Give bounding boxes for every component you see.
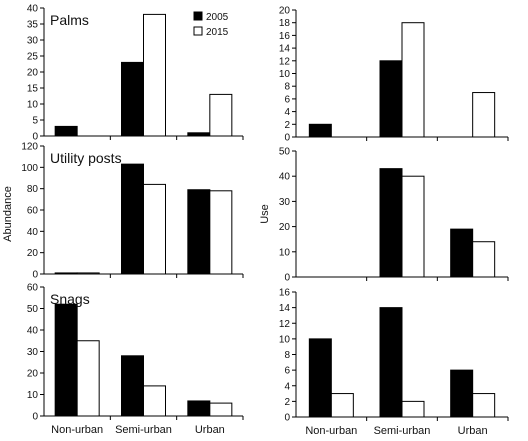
middle-right-y-tick-label: 10 (279, 247, 291, 258)
bottom-left-y-tick-label: 50 (27, 304, 39, 315)
top-left-bar-2005 (121, 61, 144, 137)
middle-left-y-tick-label: 20 (27, 248, 39, 259)
bottom-right-x-category-label: Urban (458, 425, 488, 437)
middle-right-bar-2005 (379, 168, 403, 278)
bottom-right-y-tick-label: 12 (279, 319, 291, 330)
bottom-right-bar-2005 (379, 307, 403, 418)
top-left-y-tick-label: 20 (27, 68, 39, 79)
bottom-left-bar-2005 (187, 400, 211, 417)
top-left-y-tick-label: 15 (27, 84, 39, 95)
top-right-y-tick-label: 12 (279, 56, 291, 67)
top-right-bar-2005 (379, 60, 403, 138)
legend-swatch-2005 (193, 11, 203, 21)
bottom-right-bar-2015 (472, 393, 496, 418)
top-left-y-tick-label: 30 (27, 36, 39, 47)
bottom-right-y-tick-label: 4 (284, 381, 290, 392)
top-left-bar-2015 (209, 93, 233, 137)
top-right-y-tick-label: 4 (284, 107, 290, 118)
bottom-right-y-tick-label: 2 (284, 397, 290, 408)
middle-right-bar-2005 (450, 228, 474, 278)
bottom-right-y-tick-label: 14 (279, 303, 291, 314)
bottom-right-bar-2015 (330, 393, 354, 418)
legend-label-2005: 2005 (206, 12, 229, 23)
bottom-right-y-tick-label: 16 (279, 288, 291, 299)
legend-swatch-2015 (193, 26, 203, 36)
bottom-left-y-tick-label: 40 (27, 326, 39, 337)
top-right-y-tick-label: 10 (279, 69, 291, 80)
middle-left-bar-2015 (143, 183, 166, 275)
top-left-y-tick-label: 5 (32, 116, 38, 127)
middle-right-bar-2015 (472, 241, 496, 278)
top-right-y-tick-label: 0 (284, 133, 290, 144)
bottom-right-x-category-label: Non-urban (305, 425, 357, 437)
middle-left-title: Utility posts (50, 150, 122, 166)
bottom-right-y-tick-label: 8 (284, 350, 290, 361)
top-right-bar-2015 (472, 92, 496, 138)
abundance-axis-label: Abundance (2, 186, 14, 242)
middle-right-bar-2015 (401, 175, 425, 278)
middle-left-y-tick-label: 80 (27, 184, 39, 195)
middle-right-y-tick-label: 20 (279, 222, 291, 233)
bottom-left-x-category-label: Semi-urban (115, 424, 172, 436)
bottom-right-y-tick-label: 10 (279, 334, 291, 345)
top-right-y-tick-label: 14 (279, 44, 291, 55)
top-left-title: Palms (50, 12, 89, 28)
bottom-right-y-tick-label: 6 (284, 366, 290, 377)
middle-right-y-tick-label: 50 (279, 147, 291, 158)
middle-left-bar-2005 (121, 163, 144, 275)
middle-left-bar-2005 (187, 189, 211, 275)
bottom-left-y-tick-label: 0 (32, 412, 38, 423)
bottom-right-x-category-label: Semi-urban (374, 425, 431, 437)
top-left-y-tick-label: 10 (27, 100, 39, 111)
middle-right-y-tick-label: 40 (279, 172, 291, 183)
top-right-y-tick-label: 18 (279, 18, 291, 29)
middle-left-y-tick-label: 120 (21, 142, 38, 153)
middle-left-bar-2015 (209, 190, 233, 275)
legend-label-2015: 2015 (206, 27, 229, 38)
top-left-y-tick-label: 40 (27, 4, 39, 15)
bottom-left-x-category-label: Non-urban (51, 424, 103, 436)
top-right-y-tick-label: 20 (279, 6, 291, 17)
bottom-right-y-tick-label: 0 (284, 413, 290, 424)
top-left-y-tick-label: 35 (27, 20, 39, 31)
top-right-y-tick-label: 6 (284, 94, 290, 105)
top-right-bar-2015 (401, 22, 425, 138)
bottom-left-y-tick-label: 60 (27, 283, 39, 294)
bottom-left-y-tick-label: 20 (27, 369, 39, 380)
middle-left-y-tick-label: 0 (32, 270, 38, 281)
top-left-y-tick-label: 0 (32, 132, 38, 143)
top-right-y-tick-label: 16 (279, 31, 291, 42)
top-left-bar-2005 (187, 132, 211, 137)
middle-right-y-tick-label: 30 (279, 197, 291, 208)
middle-right-y-tick-label: 0 (284, 273, 290, 284)
bottom-left-bar-2015 (209, 402, 233, 417)
top-right-bar-2005 (308, 123, 332, 138)
middle-left-y-tick-label: 40 (27, 227, 39, 238)
bottom-left-bar-2005 (121, 355, 144, 417)
bottom-right-bar-2015 (401, 400, 425, 418)
bottom-left-bar-2005 (54, 303, 78, 417)
bottom-left-bar-2015 (143, 385, 166, 417)
bottom-right-bar-2005 (450, 369, 474, 418)
middle-left-bar-2005 (54, 272, 78, 275)
top-left-bar-2015 (143, 13, 166, 137)
bottom-left-y-tick-label: 10 (27, 390, 39, 401)
top-right-y-tick-label: 2 (284, 120, 290, 131)
bottom-left-title: Snags (50, 291, 90, 307)
bottom-left-bar-2015 (76, 340, 100, 417)
top-left-y-tick-label: 25 (27, 52, 39, 63)
middle-left-y-tick-label: 60 (27, 206, 39, 217)
bottom-right-bar-2005 (308, 338, 332, 418)
middle-left-bar-2015 (76, 272, 100, 275)
top-right-y-tick-label: 8 (284, 82, 290, 93)
middle-left-y-tick-label: 100 (21, 163, 38, 174)
bottom-left-y-tick-label: 30 (27, 347, 39, 358)
use-axis-label: Use (259, 204, 271, 224)
top-left-bar-2005 (54, 125, 78, 137)
bottom-left-x-category-label: Urban (195, 424, 225, 436)
